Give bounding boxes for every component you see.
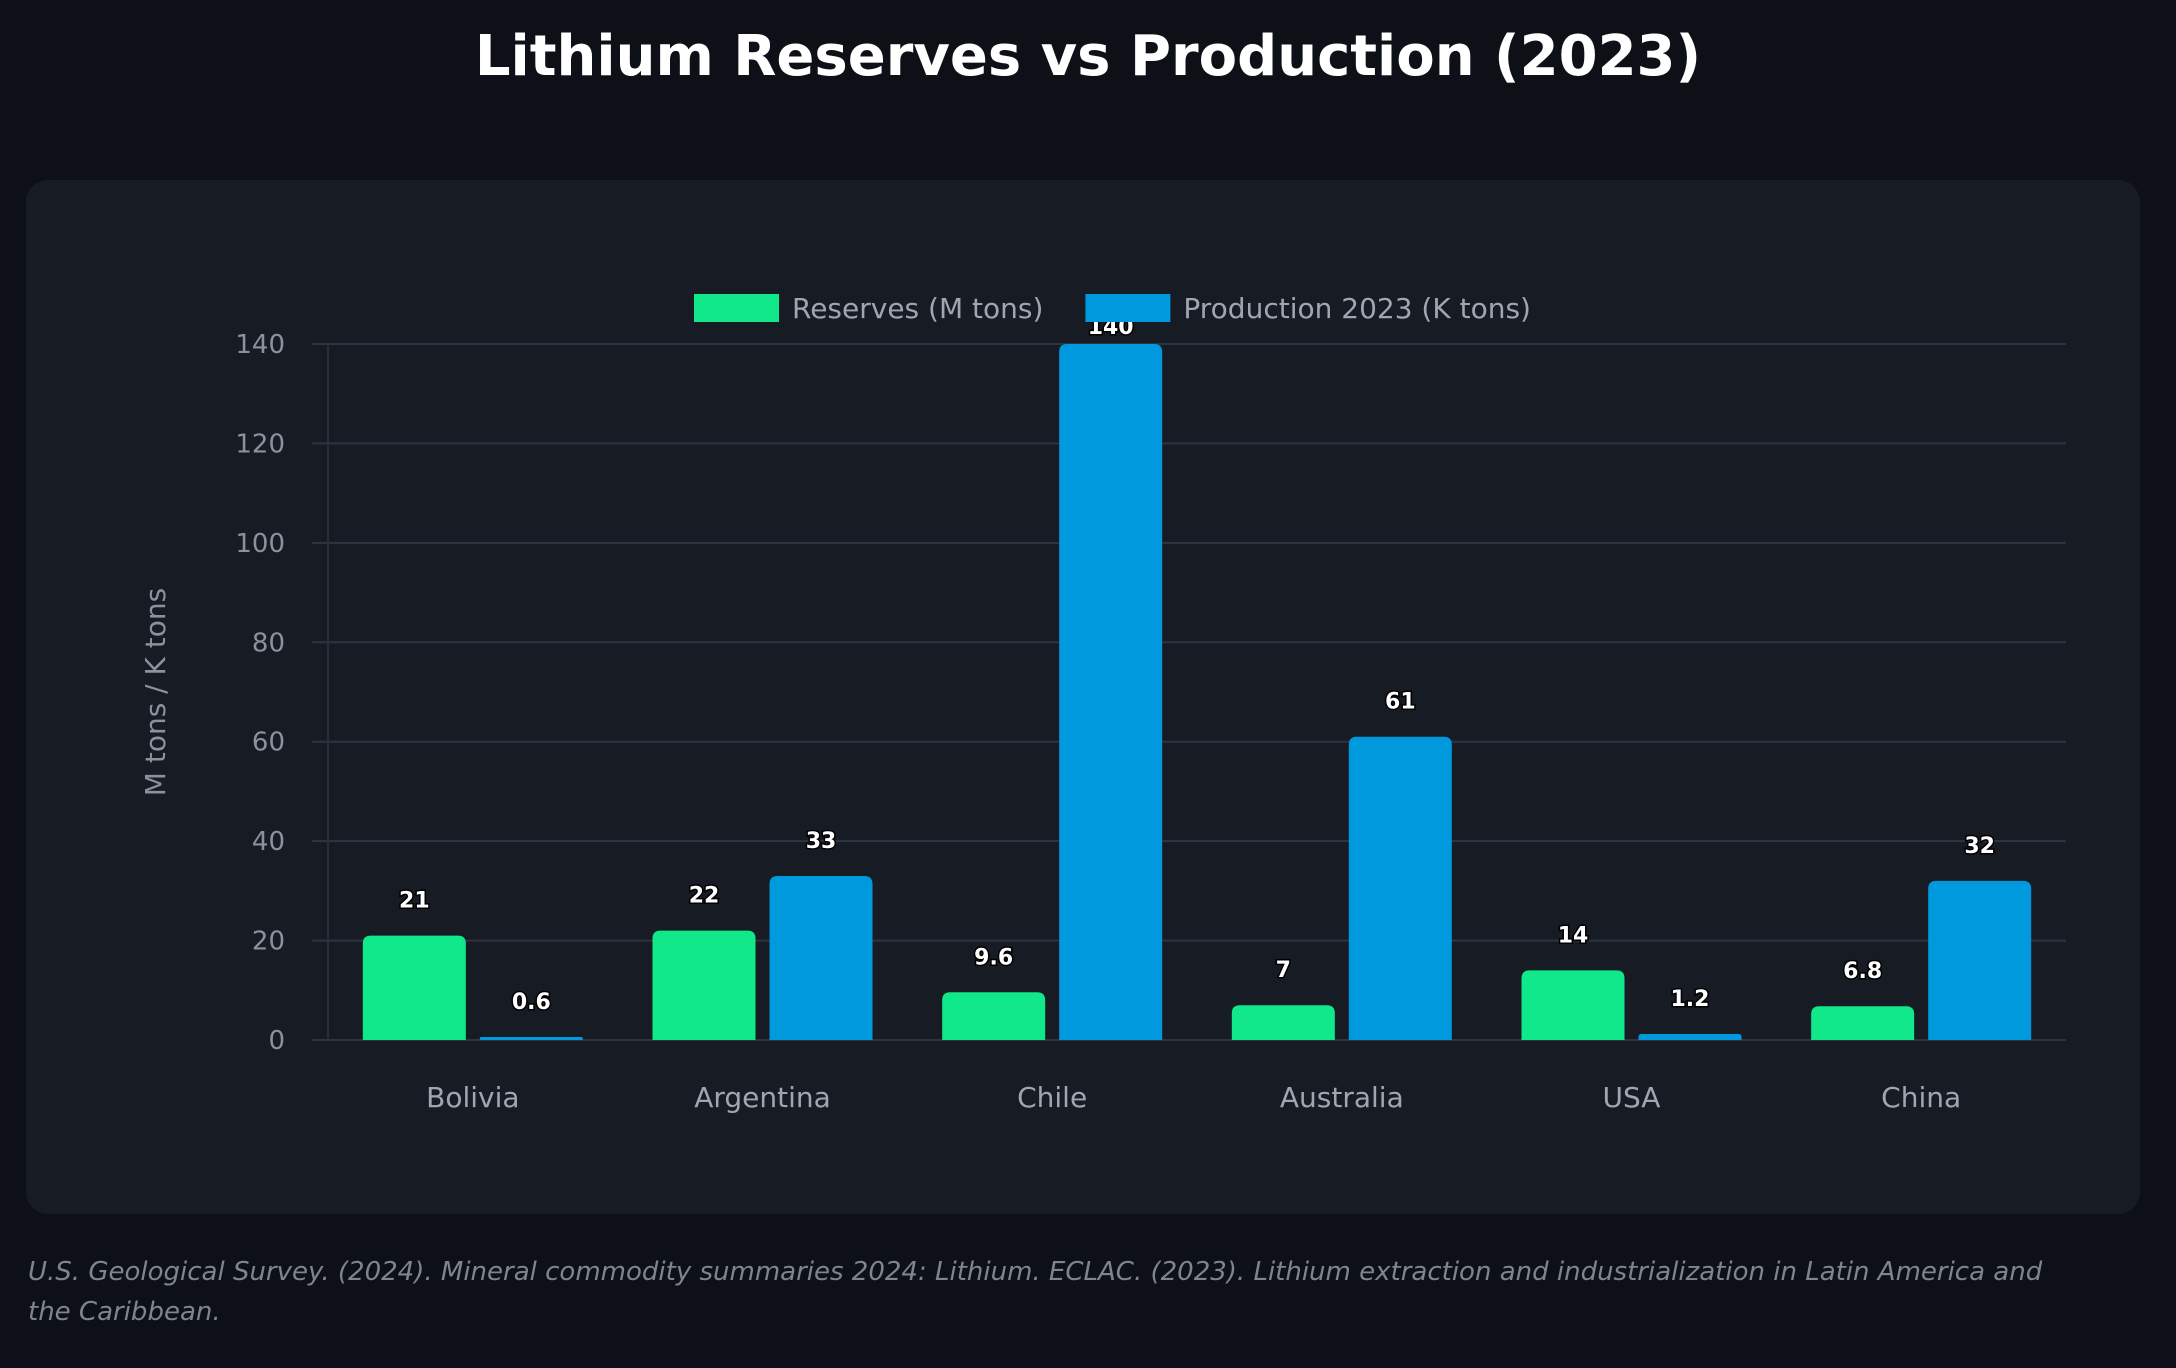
data-label: 14 (1558, 923, 1589, 948)
bar-australia-production (1348, 736, 1452, 1040)
legend-swatch (694, 294, 779, 322)
legend-label: Production 2023 (K tons) (1183, 292, 1531, 325)
x-tick-label: USA (1603, 1081, 1661, 1114)
source-citation: U.S. Geological Survey. (2024). Mineral … (28, 1257, 2043, 1327)
y-axis-title: M tons / K tons (139, 588, 172, 796)
bar-china-production (1928, 880, 2032, 1040)
bar-usa-production (1638, 1034, 1742, 1040)
data-label: 7 (1276, 958, 1291, 983)
bar-usa-reserves (1521, 970, 1625, 1040)
data-label: 22 (689, 884, 720, 909)
chart-title: Lithium Reserves vs Production (2023) (474, 24, 1702, 89)
x-tick-label: Chile (1017, 1081, 1087, 1114)
y-tick-label: 100 (235, 529, 285, 559)
y-tick-label: 60 (252, 728, 285, 758)
y-tick-label: 120 (235, 429, 285, 459)
data-label: 21 (399, 889, 430, 914)
y-tick-label: 80 (252, 628, 285, 658)
x-tick-label: China (1881, 1081, 1961, 1114)
y-tick-label: 140 (235, 330, 285, 360)
y-tick-label: 20 (252, 927, 285, 957)
bar-chile-production (1059, 344, 1163, 1040)
data-label: 0.6 (512, 990, 551, 1015)
x-tick-label: Argentina (694, 1081, 831, 1114)
y-tick-label: 40 (252, 827, 285, 857)
data-label: 6.8 (1843, 959, 1882, 984)
data-label: 1.2 (1671, 987, 1710, 1012)
bar-china-reserves (1811, 1006, 1915, 1040)
bar-chile-reserves (942, 992, 1046, 1040)
data-label: 33 (806, 829, 837, 854)
x-tick-label: Bolivia (426, 1081, 519, 1114)
x-tick-label: Australia (1280, 1081, 1404, 1114)
legend-swatch (1085, 294, 1171, 322)
legend-label: Reserves (M tons) (792, 292, 1043, 325)
data-label: 61 (1385, 690, 1416, 715)
bar-australia-reserves (1231, 1005, 1335, 1040)
bar-bolivia-reserves (362, 935, 466, 1040)
y-tick-label: 0 (268, 1026, 285, 1056)
data-label: 9.6 (974, 945, 1013, 970)
bar-argentina-reserves (652, 930, 756, 1040)
bar-bolivia-production (479, 1037, 583, 1040)
data-label: 32 (1964, 834, 1995, 859)
bar-argentina-production (769, 875, 873, 1040)
